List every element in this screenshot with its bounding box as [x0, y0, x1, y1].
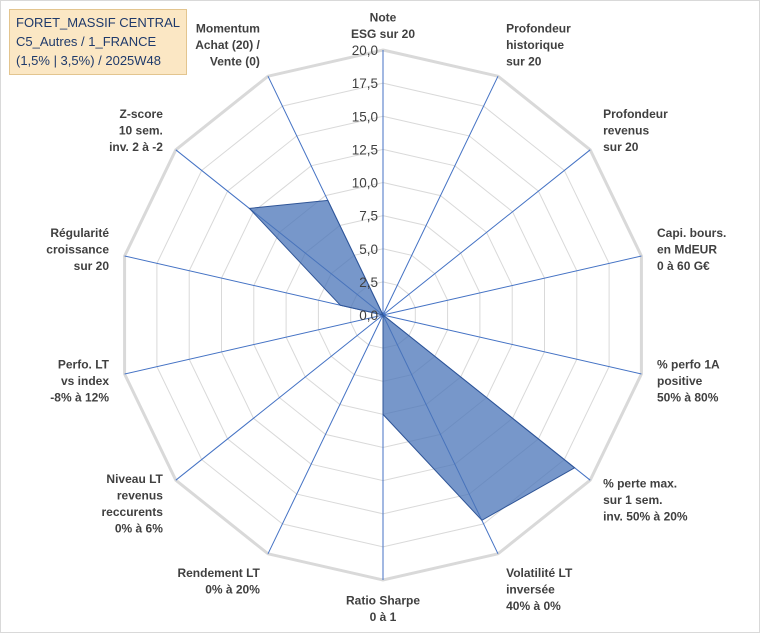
axis-label-line: Note [370, 11, 397, 25]
radial-tick-label: 10,0 [352, 176, 378, 191]
axis-label-line: sur 20 [74, 259, 110, 273]
axis-label: Momentum Achat (20) / Vente (0) [195, 22, 260, 69]
axis-label: Note ESG sur 20 [351, 11, 415, 42]
axis-label-line: Profondeur [506, 22, 571, 36]
axis-label: Volatilité LT inversée 40% à 0% [506, 566, 573, 613]
axis-spoke [382, 255, 642, 316]
axis-label-line: revenus [603, 124, 649, 138]
radial-tick-label: 5,0 [359, 242, 378, 257]
axis-label-line: croissance [46, 242, 109, 256]
axis-label-line: 0 à 1 [370, 610, 397, 624]
axis-label-line: sur 20 [506, 55, 542, 69]
axis-spoke [382, 75, 499, 316]
axis-label-line: inversée [506, 582, 555, 596]
axis-spoke [267, 314, 384, 555]
axis-label: Profondeur historique sur 20 [506, 22, 571, 69]
axis-label: Z-score 10 sem. inv. 2 à -2 [109, 107, 163, 154]
axis-label-line: 40% à 0% [506, 599, 561, 613]
axis-label-line: ESG sur 20 [351, 27, 415, 41]
axis-label-line: -8% à 12% [50, 391, 109, 405]
axis-label-line: Momentum [196, 22, 260, 36]
axis-label: Perfo. LT vs index -8% à 12% [50, 358, 109, 405]
axis-label: % perte max. sur 1 sem. inv. 50% à 20% [603, 477, 688, 524]
axis-label: Ratio Sharpe 0 à 1 [346, 594, 420, 625]
axis-label-line: Rendement LT [177, 566, 260, 580]
series-area [248, 199, 576, 521]
axis-label-line: reccurents [102, 505, 164, 519]
axis-label-line: Vente (0) [210, 55, 260, 69]
axis-label-line: inv. 2 à -2 [109, 140, 163, 154]
axis-label-line: Perfo. LT [58, 358, 110, 372]
axis-label-line: % perte max. [603, 477, 677, 491]
axis-label-line: inv. 50% à 20% [603, 510, 688, 524]
axis-label-line: en MdEUR [657, 242, 717, 256]
radial-tick-label: 20,0 [352, 43, 378, 58]
axis-label-line: Z-score [120, 107, 164, 121]
axis-label-line: sur 1 sem. [603, 493, 662, 507]
radar-tick-labels: 0,0 2,5 5,0 7,5 10,0 12,5 15,0 17,5 20,0 [352, 43, 378, 323]
title-line-2: C5_Autres / 1_FRANCE [16, 34, 157, 49]
axis-label-line: Volatilité LT [506, 566, 573, 580]
radial-tick-label: 12,5 [352, 142, 378, 157]
axis-label-line: 0% à 20% [205, 582, 260, 596]
axis-spoke [175, 314, 384, 481]
axis-label-line: % perfo 1A [657, 358, 720, 372]
axis-label-line: 0 à 60 G€ [657, 259, 710, 273]
axis-label: Profondeur revenus sur 20 [603, 107, 668, 154]
radial-tick-label: 17,5 [352, 76, 378, 91]
axis-spoke [382, 149, 591, 316]
radial-tick-label: 7,5 [359, 209, 378, 224]
radial-tick-label: 15,0 [352, 109, 378, 124]
axis-label-line: Ratio Sharpe [346, 594, 420, 608]
axis-label-line: revenus [117, 488, 163, 502]
axis-label-line: historique [506, 38, 564, 52]
title-line-1: FORET_MASSIF CENTRAL [16, 15, 180, 30]
axis-label: % perfo 1A positive 50% à 80% [657, 358, 720, 405]
axis-spoke [382, 314, 642, 375]
axis-label-line: Capi. bours. [657, 226, 726, 240]
chart-title-box: FORET_MASSIF CENTRAL C5_Autres / 1_FRANC… [9, 9, 187, 75]
axis-label-line: Niveau LT [106, 472, 163, 486]
axis-label-line: 10 sem. [119, 124, 163, 138]
axis-label-line: Profondeur [603, 107, 668, 121]
axis-label-line: 0% à 6% [115, 521, 163, 535]
axis-label: Régularité croissance sur 20 [46, 226, 109, 273]
axis-label-line: vs index [61, 374, 109, 388]
axis-label-line: Achat (20) / [195, 38, 260, 52]
radar-axis-labels: Note ESG sur 20 Profondeur historique sur 20… [46, 11, 726, 625]
axis-label: Rendement LT 0% à 20% [177, 566, 260, 597]
axis-label-line: sur 20 [603, 140, 639, 154]
radar-series [248, 199, 576, 521]
title-line-3: (1,5% | 3,5%) / 2025W48 [16, 53, 162, 68]
axis-label-line: Régularité [50, 226, 109, 240]
axis-spoke [124, 314, 384, 375]
radial-tick-label: 2,5 [359, 275, 378, 290]
radial-tick-label: 0,0 [359, 308, 378, 323]
axis-label: Niveau LT revenus reccurents 0% à 6% [102, 472, 164, 536]
axis-label: Capi. bours. en MdEUR 0 à 60 G€ [657, 226, 726, 273]
axis-label-line: positive [657, 374, 703, 388]
axis-label-line: 50% à 80% [657, 391, 719, 405]
